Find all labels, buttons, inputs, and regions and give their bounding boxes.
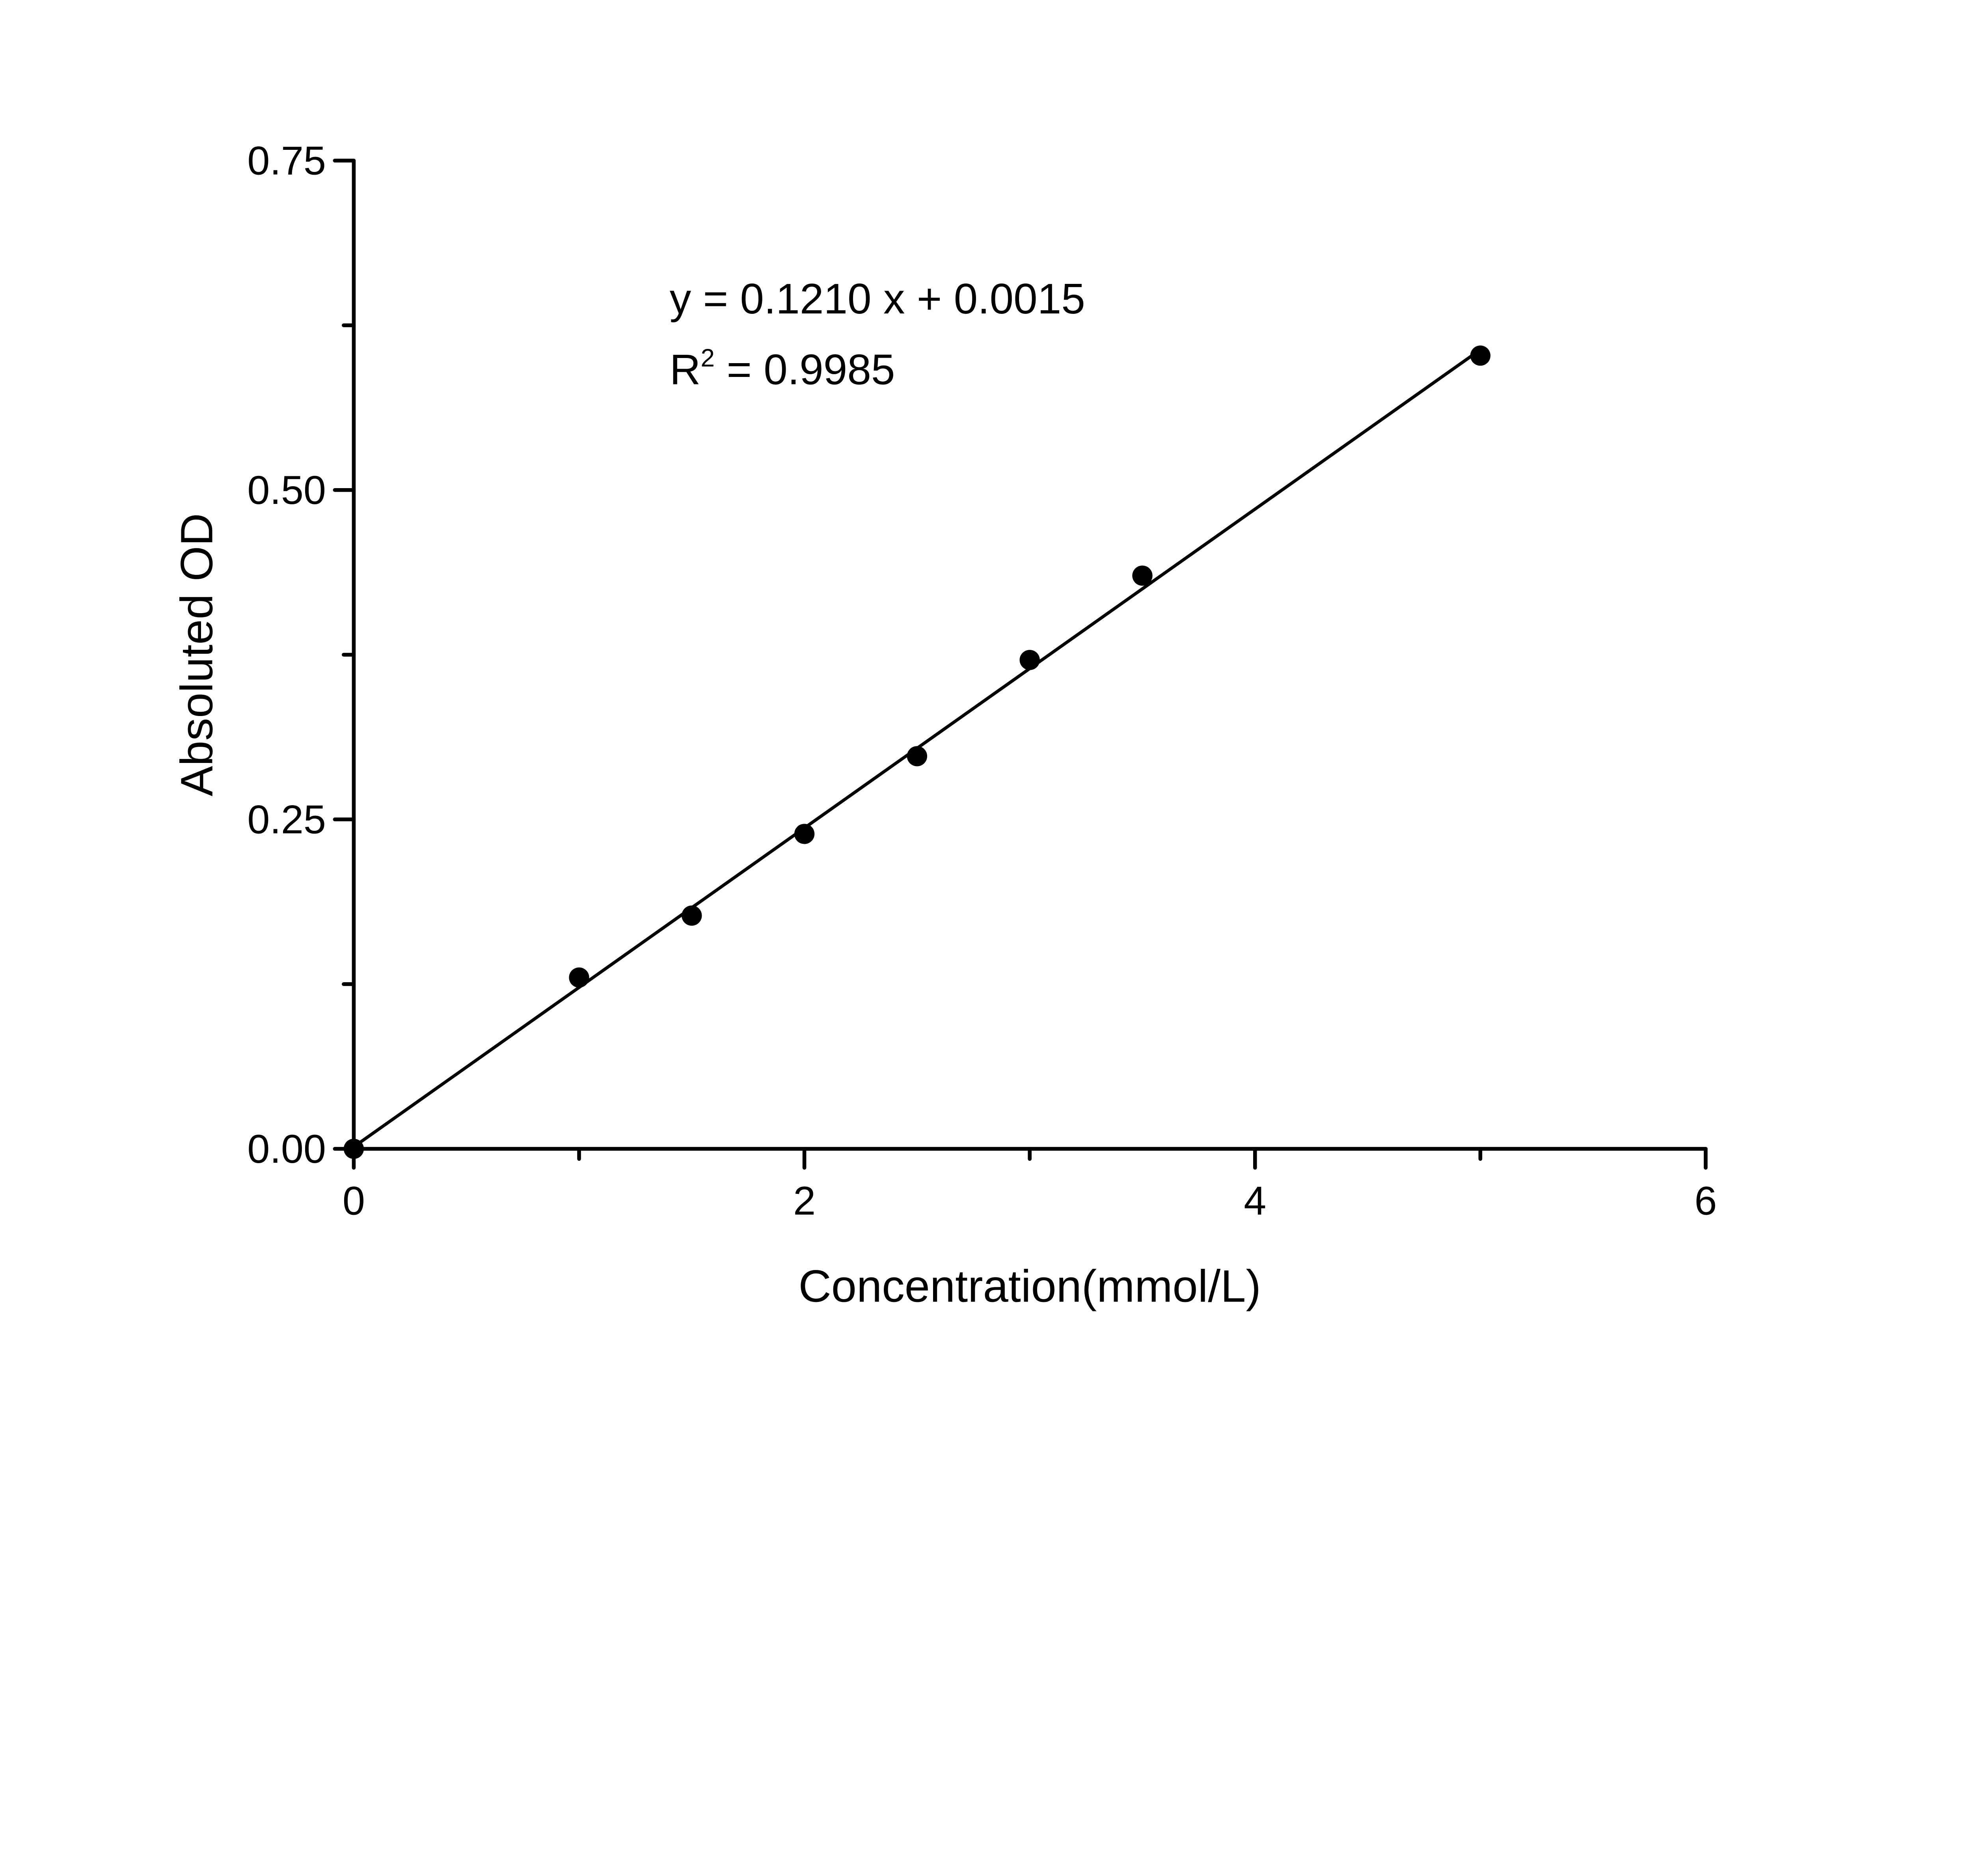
y-tick-label: 0.75 — [247, 138, 326, 183]
data-point — [682, 905, 702, 926]
data-point — [1132, 565, 1153, 586]
x-axis-label: Concentration(mmol/L) — [798, 1261, 1261, 1312]
data-point — [569, 967, 589, 988]
data-point — [794, 824, 815, 844]
data-points — [343, 345, 1490, 1159]
fit-equation: y = 0.1210 x + 0.0015 — [670, 275, 1085, 323]
r-squared: R2 = 0.9985 — [670, 344, 895, 394]
data-point — [1019, 650, 1040, 670]
x-tick-label: 0 — [343, 1178, 365, 1223]
ticks: 0 2 4 6 0.00 0.25 0.50 0.75 — [247, 138, 1717, 1223]
x-tick-label: 6 — [1694, 1178, 1717, 1223]
data-point — [343, 1139, 364, 1159]
y-tick-label: 0.00 — [247, 1126, 326, 1171]
x-tick-label: 2 — [793, 1178, 816, 1223]
y-tick-label: 0.50 — [247, 467, 326, 513]
x-tick-label: 4 — [1244, 1178, 1266, 1223]
r-squared-prefix: R — [670, 346, 701, 394]
data-point — [1470, 345, 1490, 366]
data-point — [907, 746, 928, 766]
calibration-chart: 0 2 4 6 0.00 0.25 0.50 0.75 Concentration(mmol/… — [171, 138, 1717, 1312]
r-squared-value: = 0.9985 — [715, 346, 895, 394]
y-axis-label: Absoluted OD — [171, 513, 222, 796]
y-tick-label: 0.25 — [247, 796, 326, 842]
r-squared-superscript: 2 — [700, 344, 715, 372]
